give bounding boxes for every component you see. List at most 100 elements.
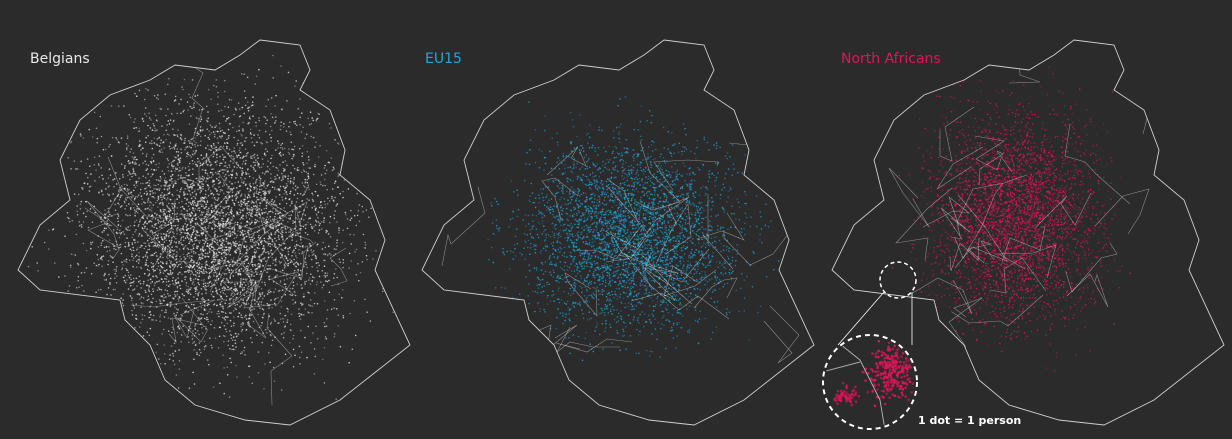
dot [160,289,163,291]
dot [201,129,204,132]
dot [239,218,242,220]
dot [325,280,327,282]
dot [104,209,106,211]
dot [187,285,189,288]
dot [229,246,231,248]
dot [246,290,248,293]
dot [178,169,181,172]
dot [375,250,377,252]
dot [223,169,225,171]
dot [101,265,103,268]
dot [288,125,290,128]
dot [232,265,234,267]
dot [311,254,314,256]
dot [154,223,156,226]
dot [86,158,89,160]
dot [223,262,225,264]
dot [125,227,127,229]
dot [225,179,227,181]
dot [214,260,217,262]
dot [235,308,237,311]
dot [260,259,262,262]
dot [156,267,158,270]
dot [134,231,136,233]
dot [342,316,345,319]
dot [284,189,286,192]
dot [125,228,128,231]
dot [147,207,149,209]
dot [217,251,220,253]
dot [161,192,163,194]
dot [305,171,308,173]
dot [199,191,202,194]
dot [74,254,76,256]
dot [238,115,241,118]
dot [214,126,216,128]
dot [361,205,364,208]
dot [117,215,120,217]
dot [272,218,274,221]
dot [127,214,129,217]
dot [89,208,92,210]
dot [171,280,174,282]
dot [177,387,180,389]
dot [196,209,199,211]
dot [213,267,215,270]
dot [277,322,279,325]
dot [321,248,324,250]
dot [187,311,189,313]
dot [238,185,241,187]
dot [235,199,237,201]
dot [85,200,87,203]
dot [259,259,262,262]
dot [289,131,292,133]
dot [101,174,103,177]
dot [256,184,259,187]
dot [263,387,265,390]
dot [251,215,253,218]
dot [201,266,203,268]
dot [187,341,190,344]
dot [175,258,177,261]
dot [330,127,332,129]
dot [234,182,236,184]
dot [337,283,340,286]
dot [123,279,126,282]
dot [172,297,174,299]
dot [331,197,333,200]
dot [319,181,322,183]
dot [217,259,219,261]
dot [210,164,212,166]
dot [269,201,271,203]
dot [144,188,146,190]
dot [102,193,104,196]
dot [167,257,169,260]
dot [190,197,193,200]
dot [331,195,333,198]
dot [200,199,202,201]
dot [217,299,219,301]
dot [245,292,248,295]
dot [241,324,244,326]
dot [215,289,218,292]
dot [278,238,280,240]
dot [273,218,276,220]
dot [222,222,225,225]
dot [332,166,335,169]
dot [168,179,171,181]
dot [270,203,273,206]
dot [126,184,128,186]
dot [216,268,218,271]
dot [106,220,108,222]
dot [165,309,167,311]
dot [251,201,254,203]
dot [193,304,195,306]
dot [218,224,220,226]
dot [145,136,147,139]
dot [269,189,271,192]
dot [334,210,336,212]
dot [202,196,204,199]
dot [254,221,256,224]
dot [253,195,255,198]
dot [145,155,148,157]
